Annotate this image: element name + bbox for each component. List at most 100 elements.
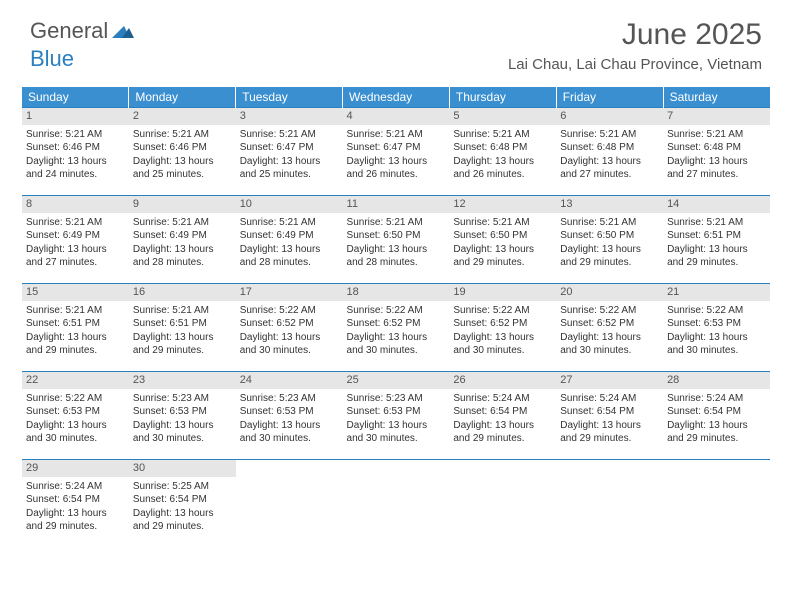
daylight-text: and 27 minutes. — [667, 168, 766, 182]
sunrise-text: Sunrise: 5:22 AM — [26, 392, 125, 406]
day-cell: 13Sunrise: 5:21 AMSunset: 6:50 PMDayligh… — [556, 196, 663, 284]
day-cell: 26 Sunrise: 5:24 AMSunset: 6:54 PMDayligh… — [449, 372, 556, 460]
week-row: 29Sunrise: 5:24 AMSunset: 6:54 PMDayligh… — [22, 460, 770, 548]
col-tuesday: Tuesday — [236, 87, 343, 108]
sunrise-text: Sunrise: 5:21 AM — [453, 128, 552, 142]
daylight-text: Daylight: 13 hours — [133, 507, 232, 521]
daylight-text: Daylight: 13 hours — [133, 155, 232, 169]
col-thursday: Thursday — [449, 87, 556, 108]
sunrise-text: Sunrise: 5:22 AM — [560, 304, 659, 318]
sunset-text: Sunset: 6:49 PM — [133, 229, 232, 243]
sunrise-text: Sunrise: 5:24 AM — [667, 392, 766, 406]
daylight-text: and 30 minutes. — [347, 432, 446, 446]
logo-text-1: General — [30, 18, 108, 44]
sunrise-text: Sunrise: 5:23 AM — [347, 392, 446, 406]
daylight-text: and 29 minutes. — [667, 432, 766, 446]
daylight-text: and 30 minutes. — [453, 344, 552, 358]
daylight-text: Daylight: 13 hours — [453, 331, 552, 345]
daylight-text: Daylight: 13 hours — [240, 243, 339, 257]
day-cell: 5 Sunrise: 5:21 AMSunset: 6:48 PMDaylight… — [449, 108, 556, 196]
daylight-text: and 29 minutes. — [453, 432, 552, 446]
day-number: 4 — [343, 108, 450, 125]
calendar-table: Sunday Monday Tuesday Wednesday Thursday… — [22, 87, 770, 548]
day-number: 16 — [129, 284, 236, 301]
day-cell: 21Sunrise: 5:22 AMSunset: 6:53 PMDayligh… — [663, 284, 770, 372]
daylight-text: Daylight: 13 hours — [667, 331, 766, 345]
sunrise-text: Sunrise: 5:21 AM — [133, 128, 232, 142]
day-number: 28 — [663, 372, 770, 389]
day-cell: 28Sunrise: 5:24 AMSunset: 6:54 PMDayligh… — [663, 372, 770, 460]
day-cell: 8Sunrise: 5:21 AMSunset: 6:49 PMDaylight… — [22, 196, 129, 284]
day-cell: 10Sunrise: 5:21 AMSunset: 6:49 PMDayligh… — [236, 196, 343, 284]
day-number: 12 — [449, 196, 556, 213]
logo: General — [30, 18, 134, 44]
daylight-text: Daylight: 13 hours — [133, 331, 232, 345]
sunrise-text: Sunrise: 5:24 AM — [560, 392, 659, 406]
daylight-text: Daylight: 13 hours — [240, 419, 339, 433]
day-cell: 7Sunrise: 5:21 AMSunset: 6:48 PMDaylight… — [663, 108, 770, 196]
sunset-text: Sunset: 6:54 PM — [453, 405, 552, 419]
month-title: June 2025 — [508, 18, 762, 52]
sunrise-text: Sunrise: 5:23 AM — [133, 392, 232, 406]
daylight-text: Daylight: 13 hours — [453, 419, 552, 433]
daylight-text: and 29 minutes. — [560, 432, 659, 446]
sunrise-text: Sunrise: 5:22 AM — [453, 304, 552, 318]
sunset-text: Sunset: 6:46 PM — [133, 141, 232, 155]
daylight-text: Daylight: 13 hours — [667, 243, 766, 257]
daylight-text: Daylight: 13 hours — [453, 243, 552, 257]
day-cell: 20Sunrise: 5:22 AMSunset: 6:52 PMDayligh… — [556, 284, 663, 372]
week-row: 22Sunrise: 5:22 AMSunset: 6:53 PMDayligh… — [22, 372, 770, 460]
day-cell — [663, 460, 770, 548]
sunset-text: Sunset: 6:52 PM — [240, 317, 339, 331]
daylight-text: and 29 minutes. — [133, 344, 232, 358]
sunset-text: Sunset: 6:53 PM — [240, 405, 339, 419]
day-number: 5 — [449, 108, 556, 125]
daylight-text: Daylight: 13 hours — [240, 155, 339, 169]
sunset-text: Sunset: 6:48 PM — [560, 141, 659, 155]
sunrise-text: Sunrise: 5:21 AM — [133, 216, 232, 230]
logo-triangle-icon — [112, 18, 134, 44]
sunset-text: Sunset: 6:48 PM — [453, 141, 552, 155]
day-number: 7 — [663, 108, 770, 125]
logo-text-2: Blue — [30, 46, 74, 72]
day-number: 3 — [236, 108, 343, 125]
daylight-text: Daylight: 13 hours — [347, 331, 446, 345]
day-cell: 25Sunrise: 5:23 AMSunset: 6:53 PMDayligh… — [343, 372, 450, 460]
sunset-text: Sunset: 6:48 PM — [667, 141, 766, 155]
day-cell: 22Sunrise: 5:22 AMSunset: 6:53 PMDayligh… — [22, 372, 129, 460]
daylight-text: Daylight: 13 hours — [667, 419, 766, 433]
day-number: 13 — [556, 196, 663, 213]
sunrise-text: Sunrise: 5:24 AM — [453, 392, 552, 406]
day-cell: 16Sunrise: 5:21 AMSunset: 6:51 PMDayligh… — [129, 284, 236, 372]
day-number: 20 — [556, 284, 663, 301]
daylight-text: and 30 minutes. — [133, 432, 232, 446]
day-number: 1 — [22, 108, 129, 125]
daylight-text: Daylight: 13 hours — [560, 155, 659, 169]
day-cell: 3Sunrise: 5:21 AMSunset: 6:47 PMDaylight… — [236, 108, 343, 196]
week-row: 8Sunrise: 5:21 AMSunset: 6:49 PMDaylight… — [22, 196, 770, 284]
day-number: 26 — [449, 372, 556, 389]
day-number: 8 — [22, 196, 129, 213]
sunrise-text: Sunrise: 5:24 AM — [26, 480, 125, 494]
daylight-text: and 25 minutes. — [133, 168, 232, 182]
day-number: 19 — [449, 284, 556, 301]
daylight-text: Daylight: 13 hours — [560, 331, 659, 345]
sunset-text: Sunset: 6:49 PM — [26, 229, 125, 243]
daylight-text: and 26 minutes. — [453, 168, 552, 182]
day-cell: 9Sunrise: 5:21 AMSunset: 6:49 PMDaylight… — [129, 196, 236, 284]
col-friday: Friday — [556, 87, 663, 108]
daylight-text: and 26 minutes. — [347, 168, 446, 182]
day-number: 27 — [556, 372, 663, 389]
daylight-text: and 27 minutes. — [26, 256, 125, 270]
sunset-text: Sunset: 6:53 PM — [347, 405, 446, 419]
day-number: 11 — [343, 196, 450, 213]
daylight-text: Daylight: 13 hours — [667, 155, 766, 169]
daylight-text: Daylight: 13 hours — [347, 155, 446, 169]
sunrise-text: Sunrise: 5:21 AM — [560, 216, 659, 230]
location-text: Lai Chau, Lai Chau Province, Vietnam — [508, 56, 762, 73]
sunset-text: Sunset: 6:54 PM — [26, 493, 125, 507]
sunset-text: Sunset: 6:50 PM — [560, 229, 659, 243]
sunrise-text: Sunrise: 5:25 AM — [133, 480, 232, 494]
daylight-text: Daylight: 13 hours — [453, 155, 552, 169]
title-block: June 2025 Lai Chau, Lai Chau Province, V… — [508, 18, 762, 73]
